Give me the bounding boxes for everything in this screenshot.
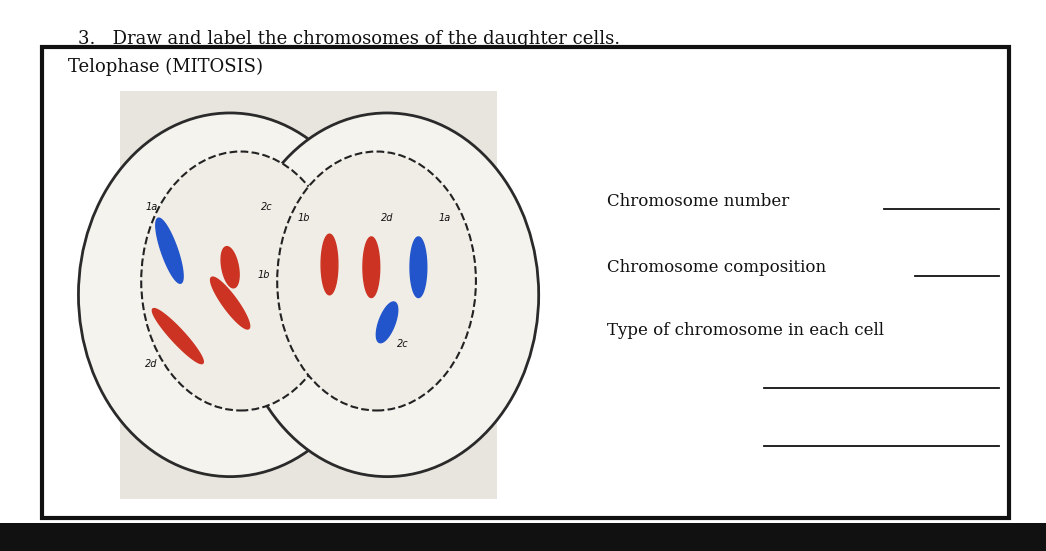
FancyBboxPatch shape — [42, 47, 1009, 518]
Text: 1a: 1a — [145, 202, 158, 212]
Text: 2c: 2c — [260, 202, 273, 212]
Text: 2d: 2d — [381, 213, 393, 223]
Text: Chromosome composition: Chromosome composition — [607, 259, 825, 276]
FancyBboxPatch shape — [0, 523, 1046, 551]
Polygon shape — [210, 277, 250, 329]
Ellipse shape — [141, 152, 340, 410]
Text: 2c: 2c — [396, 339, 409, 349]
Ellipse shape — [235, 113, 539, 477]
Polygon shape — [153, 309, 203, 364]
Text: 1b: 1b — [257, 271, 270, 280]
Polygon shape — [377, 302, 397, 343]
Text: 2d: 2d — [145, 359, 158, 369]
Polygon shape — [321, 234, 338, 295]
Polygon shape — [221, 247, 240, 288]
Polygon shape — [363, 237, 380, 298]
Text: 1b: 1b — [297, 213, 310, 223]
Polygon shape — [410, 237, 427, 298]
Text: Telophase (MITOSIS): Telophase (MITOSIS) — [68, 58, 263, 76]
Polygon shape — [156, 218, 183, 283]
FancyBboxPatch shape — [120, 91, 497, 499]
Ellipse shape — [78, 113, 382, 477]
Text: Type of chromosome in each cell: Type of chromosome in each cell — [607, 322, 884, 339]
Text: 3.   Draw and label the chromosomes of the daughter cells.: 3. Draw and label the chromosomes of the… — [78, 30, 620, 48]
Text: 1a: 1a — [438, 213, 451, 223]
Ellipse shape — [277, 152, 476, 410]
Text: Chromosome number: Chromosome number — [607, 193, 789, 209]
